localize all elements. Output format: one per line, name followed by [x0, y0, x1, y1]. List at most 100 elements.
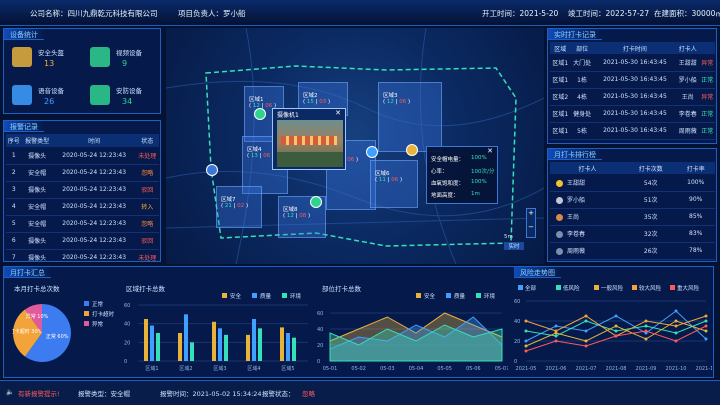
- alarm-table: 序号 报警类型 时间 状态 1 摄像头 2020-05-24 12:23:43 未处理…: [6, 134, 159, 267]
- zoom-in-icon[interactable]: +: [528, 209, 534, 217]
- table-row[interactable]: 5 安全帽 2020-05-24 12:23:43 忽略: [6, 215, 159, 233]
- voice-icon: [12, 85, 32, 105]
- x-tick: 2021-11: [696, 366, 712, 372]
- zoom-out-icon[interactable]: −: [528, 223, 534, 231]
- table-cell: 摄像头: [21, 181, 53, 199]
- table-row[interactable]: 王甜甜 54次 100%: [550, 174, 715, 192]
- table-cell: 正常: [699, 105, 715, 123]
- x-tick: 区域3: [213, 365, 226, 372]
- table-cell: 2021-05-30 16:43:45: [593, 105, 677, 123]
- area-series: [329, 324, 503, 362]
- charts-panel: 月打卡汇总 风险走势图 本月打卡总次数 正常 60% 打卡超时 30% 异常 10%…: [3, 266, 714, 378]
- checkin-col-person: 打卡人: [678, 45, 697, 53]
- y-tick: 20: [317, 343, 323, 349]
- info-label: 心率：: [431, 169, 448, 175]
- table-row[interactable]: 区域1 大门处 2021-05-30 16:43:45 王甜甜 异常: [550, 54, 715, 72]
- table-cell: 78%: [676, 242, 715, 260]
- table-cell: 32次: [624, 225, 677, 243]
- map-legend-button[interactable]: 实时: [504, 242, 524, 250]
- line-point: [554, 339, 558, 343]
- device-card[interactable]: 视频设备 9: [86, 43, 158, 77]
- medal-icon: [556, 214, 563, 221]
- table-cell: 2021-05-30 16:43:45: [593, 71, 677, 89]
- table-row[interactable]: 罗小船 51次 90%: [550, 191, 715, 209]
- ranking-table: 打卡人 打卡次数 打卡率 王甜甜 54次 100% 罗小船 51次 90% 王尚 35次 85%…: [550, 162, 715, 260]
- map-zone[interactable]: 区域7( 21 | 02 ): [216, 186, 262, 228]
- checkin-title: 实时打卡记录: [548, 29, 602, 40]
- bar: [258, 328, 262, 361]
- table-cell: 4栋: [570, 88, 594, 106]
- video-icon[interactable]: [254, 108, 266, 120]
- zone-name: 区域6: [375, 171, 390, 177]
- table-row[interactable]: 2 安全帽 2020-05-24 12:23:43 忽略: [6, 164, 159, 182]
- rank-name: 周雨薇: [567, 248, 586, 255]
- close-icon[interactable]: ✕: [335, 109, 341, 117]
- table-row[interactable]: 区域1 1栋 2021-05-30 16:43:45 罗小船 正常: [550, 71, 715, 89]
- bar: [280, 327, 284, 361]
- area-bar-chart: 安全 质量 环境 0 20 40 60 区域1 区域2 区域3 区域4 区域5: [124, 292, 308, 372]
- x-tick: 05-02: [351, 366, 366, 372]
- zoom-control[interactable]: + −: [526, 208, 536, 238]
- device-card[interactable]: 语音设备 26: [8, 81, 80, 115]
- alert-time: 报警时间：2021-05-02 15:34:24: [160, 390, 262, 398]
- line-point: [524, 344, 528, 348]
- alarm-records-title: 报警记录: [4, 121, 44, 132]
- alert-text[interactable]: 有新报警提示!: [18, 390, 60, 398]
- table-row[interactable]: 4 安全帽 2020-05-24 12:23:43 转入: [6, 198, 159, 216]
- table-cell: 罗小船: [550, 191, 625, 209]
- close-icon[interactable]: ✕: [487, 147, 493, 155]
- table-cell: 健身处: [570, 105, 594, 123]
- pie-label: 正常 60%: [46, 333, 69, 340]
- camera-popup[interactable]: 摄像机1 ✕: [272, 108, 346, 170]
- legend-label: 重大风险: [677, 284, 700, 292]
- table-row[interactable]: 3 摄像头 2020-05-24 12:23:43 驳回: [6, 181, 159, 199]
- line-point: [704, 314, 708, 318]
- map-scale: 5m: [504, 234, 513, 240]
- ranking-title: 月打卡排行榜: [548, 149, 602, 160]
- table-cell: 未处理: [135, 147, 159, 165]
- table-cell: 2020-05-24 12:23:43: [52, 181, 136, 199]
- table-row[interactable]: 区域1 健身处 2021-05-30 16:43:45 李卷春 正常: [550, 105, 715, 123]
- table-cell: 1: [6, 147, 22, 165]
- table-row[interactable]: 周雨薇 26次 78%: [550, 242, 715, 260]
- top-header: 公司名称：四川九鼎乾元科技有限公司 项目负责人：罗小船 开工时间：2021-5-…: [0, 0, 720, 26]
- rank-name: 罗小船: [567, 197, 586, 204]
- table-row[interactable]: 6 摄像头 2020-05-24 12:23:43 驳回: [6, 232, 159, 250]
- table-row[interactable]: 区域2 4栋 2021-05-30 16:43:45 王尚 异常: [550, 88, 715, 106]
- device-label: 语音设备: [38, 87, 64, 95]
- table-cell: 7: [6, 249, 22, 267]
- legend-swatch: [556, 285, 561, 290]
- legend-swatch: [84, 321, 89, 326]
- device-label: 安防设备: [116, 87, 142, 95]
- legend-label: 较大风险: [639, 284, 662, 292]
- device-label: 视频设备: [116, 49, 142, 57]
- pie-label: 打卡超时 30%: [12, 328, 43, 335]
- device-value: 34: [122, 97, 133, 106]
- line-series: [525, 320, 707, 337]
- device-stats-panel: 设备统计 安全头盔 13 视频设备 9 语音设备 26 安防设备 34: [3, 28, 161, 114]
- alert-state-label: 报警状态：: [262, 390, 295, 398]
- shield-icon[interactable]: [310, 196, 322, 208]
- table-row[interactable]: 李卷春 32次 83%: [550, 225, 715, 243]
- legend-label: 环境: [290, 292, 302, 300]
- helmet-icon[interactable]: [206, 164, 218, 176]
- shield-icon[interactable]: [366, 146, 378, 158]
- map-zone[interactable]: 区域6( 11 | 06 ): [370, 160, 418, 208]
- table-row[interactable]: 7 摄像头 2020-05-24 12:23:43 未处理: [6, 249, 159, 267]
- info-label: 血氧饱和度：: [431, 181, 465, 187]
- device-card[interactable]: 安全头盔 13: [8, 43, 80, 77]
- map-zone[interactable]: 区域3( 12 | 06 ): [378, 82, 442, 152]
- table-row[interactable]: 王尚 35次 85%: [550, 208, 715, 226]
- line-point: [524, 349, 528, 353]
- site-map[interactable]: 区域1( 12 | 06 ) 区域2( 15 | 03 ) 区域3( 12 | 06…: [166, 28, 544, 264]
- helmet-icon[interactable]: [406, 144, 418, 156]
- line-point: [524, 329, 528, 333]
- table-cell: 忽略: [135, 215, 159, 233]
- bar: [292, 337, 296, 361]
- table-cell: 王甜甜: [676, 54, 700, 72]
- x-tick: 2021-05: [516, 366, 537, 372]
- table-row[interactable]: 区域1 5栋 2021-05-30 16:43:45 周雨薇 正常: [550, 122, 715, 140]
- device-card[interactable]: 安防设备 34: [86, 81, 158, 115]
- table-row[interactable]: 1 摄像头 2020-05-24 12:23:43 未处理: [6, 147, 159, 165]
- project-manager: 项目负责人：罗小船: [178, 9, 246, 18]
